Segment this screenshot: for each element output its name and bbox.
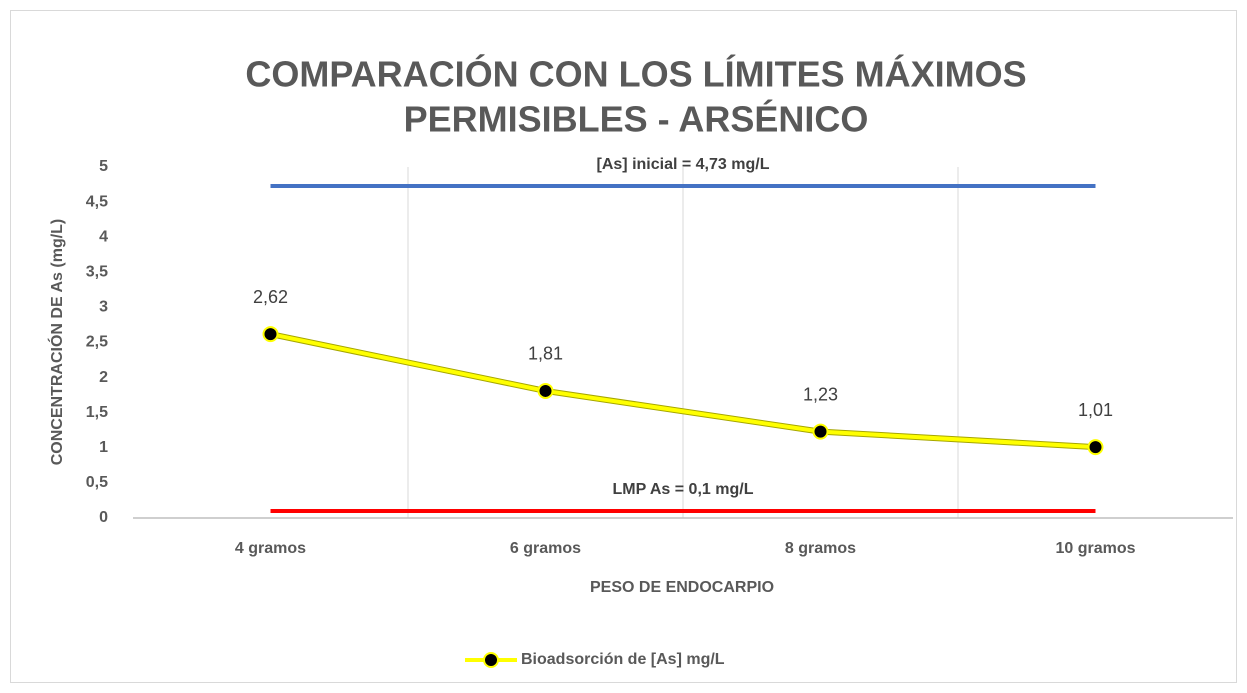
data-label: 1,23: [803, 384, 838, 404]
y-tick-label: 1,5: [86, 404, 108, 421]
data-point: [537, 382, 554, 399]
x-axis-label: PESO DE ENDOCARPIO: [590, 579, 774, 596]
legend-label: Bioadsorción de [As] mg/L: [521, 651, 725, 668]
chart-border: [10, 10, 1237, 683]
reference-label: LMP As = 0,1 mg/L: [613, 481, 754, 498]
data-point: [1087, 439, 1104, 456]
y-axis-label: CONCENTRACIÓN DE As (mg/L): [47, 219, 66, 466]
y-tick-label: 4,5: [86, 193, 108, 210]
chart-title: PERMISIBLES - ARSÉNICO: [404, 99, 869, 140]
x-tick-label: 8 gramos: [785, 540, 856, 557]
y-tick-label: 5: [99, 158, 108, 175]
y-tick-label: 4: [99, 228, 108, 245]
reference-label: [As] inicial = 4,73 mg/L: [597, 156, 770, 173]
y-tick-label: 0,5: [86, 474, 108, 491]
y-tick-label: 1: [99, 439, 108, 456]
y-tick-label: 2,5: [86, 334, 108, 351]
y-tick-label: 3: [99, 299, 108, 316]
data-point: [812, 423, 829, 440]
legend-marker: [483, 652, 499, 668]
y-tick-label: 3,5: [86, 264, 108, 281]
x-tick-label: 10 gramos: [1055, 540, 1135, 557]
series-line: [270, 332, 1096, 450]
x-tick-label: 6 gramos: [510, 540, 581, 557]
data-label: 1,01: [1078, 400, 1113, 420]
data-label: 2,62: [253, 287, 288, 307]
y-tick-label: 0: [99, 509, 108, 526]
x-tick-label: 4 gramos: [235, 540, 306, 557]
chart-title: COMPARACIÓN CON LOS LÍMITES MÁXIMOS: [245, 53, 1026, 95]
data-label: 1,81: [528, 344, 563, 364]
data-point: [262, 326, 279, 343]
y-tick-label: 2: [99, 369, 108, 386]
